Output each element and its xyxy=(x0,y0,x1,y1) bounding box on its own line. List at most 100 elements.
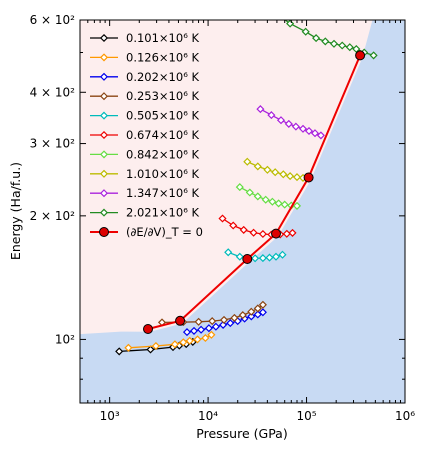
y-tick-label: 10² xyxy=(55,332,75,346)
data-point xyxy=(124,343,133,352)
legend: 0.101×10⁶ K 0.126×10⁶ K 0.202×10⁶ K 0.253×1… xyxy=(90,31,203,239)
data-point xyxy=(242,254,253,264)
data-point xyxy=(239,225,248,234)
data-point xyxy=(274,199,283,208)
data-point xyxy=(298,124,308,133)
data-point xyxy=(288,228,297,237)
data-point xyxy=(235,183,244,192)
data-point xyxy=(208,317,217,326)
legend-label: 0.505×10⁶ K xyxy=(126,109,199,123)
plot-area xyxy=(80,20,405,403)
data-point xyxy=(253,162,262,171)
data-point xyxy=(235,252,244,261)
data-point xyxy=(247,307,256,316)
legend-item: 0.101×10⁶ K xyxy=(90,31,199,45)
legend-label: 0.253×10⁶ K xyxy=(126,89,199,103)
isotherm-series-7 xyxy=(235,183,302,210)
data-point xyxy=(185,336,194,345)
data-point xyxy=(291,122,300,131)
x-tick-label: 10⁶ xyxy=(395,409,415,423)
data-point xyxy=(303,172,314,183)
data-point xyxy=(258,229,267,239)
data-point xyxy=(369,51,378,60)
y-tick-label: 6 × 10² xyxy=(30,13,76,27)
data-point xyxy=(304,126,314,136)
data-point xyxy=(211,322,220,331)
legend-item: 0.842×10⁶ K xyxy=(90,147,199,161)
data-point xyxy=(264,4,270,10)
data-point xyxy=(312,34,321,43)
data-point xyxy=(151,341,160,351)
legend-label: 0.126×10⁶ K xyxy=(126,50,199,64)
data-point xyxy=(355,50,366,61)
data-point xyxy=(321,37,330,46)
data-point xyxy=(219,315,229,324)
data-point xyxy=(286,172,295,181)
data-point xyxy=(301,27,310,36)
legend-item: 0.505×10⁶ K xyxy=(90,109,199,123)
data-point xyxy=(175,315,186,326)
data-point xyxy=(263,165,272,174)
data-point xyxy=(245,188,254,197)
data-point xyxy=(276,116,286,125)
data-point xyxy=(280,200,289,209)
series-line xyxy=(147,55,362,330)
data-point xyxy=(271,168,280,177)
legend-item: 0.253×10⁶ K xyxy=(90,89,199,103)
data-point xyxy=(292,201,302,210)
data-point xyxy=(310,129,320,138)
x-tick-label: 10⁵ xyxy=(296,409,316,423)
legend-label: 0.674×10⁶ K xyxy=(126,128,199,142)
data-point xyxy=(258,300,267,309)
data-point xyxy=(179,338,188,347)
data-point xyxy=(230,313,239,322)
x-axis-title: Pressure (GPa) xyxy=(196,426,287,441)
y-tick-label: 3 × 10² xyxy=(30,137,76,151)
legend-marker xyxy=(99,189,109,198)
data-point xyxy=(261,195,270,204)
legend-marker xyxy=(99,130,109,140)
plot-frame xyxy=(79,19,406,404)
legend-marker xyxy=(99,169,109,178)
y-tick-label: 2 × 10² xyxy=(30,209,76,223)
data-point xyxy=(253,304,262,313)
data-point xyxy=(204,324,213,333)
data-point xyxy=(253,310,262,319)
data-point xyxy=(249,228,258,237)
data-point xyxy=(271,228,281,239)
legend-label: 1.347×10⁶ K xyxy=(126,186,199,200)
data-point xyxy=(194,317,203,326)
data-point xyxy=(279,170,288,179)
legend-marker xyxy=(99,72,109,81)
data-point xyxy=(189,326,199,335)
legend-label: 0.842×10⁶ K xyxy=(126,147,199,161)
series-line xyxy=(161,304,264,324)
legend-marker xyxy=(99,53,109,62)
legend-marker xyxy=(99,208,109,217)
data-point xyxy=(193,335,202,344)
bound-region-shading xyxy=(80,20,405,403)
data-point xyxy=(243,157,252,166)
legend-item: 1.347×10⁶ K xyxy=(90,186,199,200)
data-point xyxy=(219,320,228,329)
data-point xyxy=(278,250,287,259)
data-point xyxy=(238,311,247,320)
data-point xyxy=(143,324,153,334)
data-point xyxy=(258,254,267,263)
legend-label: 1.010×10⁶ K xyxy=(126,167,199,181)
data-point xyxy=(247,312,256,321)
data-point xyxy=(182,328,192,337)
legend-marker xyxy=(99,92,109,101)
isotherm-series-10 xyxy=(264,4,378,60)
legend-marker xyxy=(99,227,109,237)
data-point xyxy=(224,248,233,257)
data-point xyxy=(170,340,179,349)
legend-item: 0.126×10⁶ K xyxy=(90,50,199,64)
data-point xyxy=(292,173,302,182)
data-point xyxy=(207,330,216,339)
data-point xyxy=(253,192,262,201)
y-axis-title: Energy (Ha/f.u.) xyxy=(8,162,23,260)
legend-item: 1.010×10⁶ K xyxy=(90,167,199,181)
data-point xyxy=(265,253,274,262)
